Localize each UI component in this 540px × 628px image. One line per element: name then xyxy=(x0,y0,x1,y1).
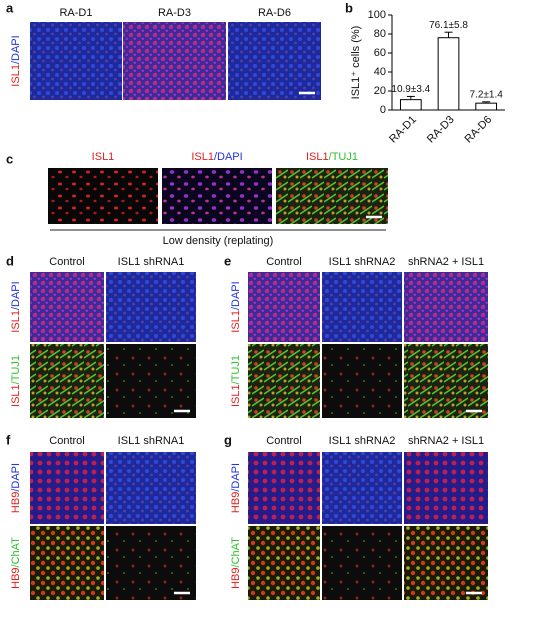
row-label-part: HB9 xyxy=(230,567,242,588)
micrograph xyxy=(248,272,320,342)
column-header: ISL1 xyxy=(92,151,115,163)
value-label: 76.1±5.8 xyxy=(429,20,468,31)
row-label: HB9/ChAT xyxy=(10,537,22,589)
micrograph xyxy=(404,344,488,418)
micrograph xyxy=(322,526,402,600)
row-label-part: /TUJ1 xyxy=(230,355,242,384)
row-label-part: /DAPI xyxy=(10,281,22,310)
row-label: HB9/DAPI xyxy=(230,463,242,513)
row-label-part: /DAPI xyxy=(10,35,22,64)
panel-letter: d xyxy=(6,253,14,268)
row-label: ISL1/TUJ1 xyxy=(10,355,22,407)
x-tick-label: RA-D3 xyxy=(425,114,457,146)
micrograph xyxy=(106,452,196,524)
micrograph xyxy=(30,526,104,600)
value-label: 7.2±1.4 xyxy=(470,89,504,100)
x-tick-label: RA-D1 xyxy=(387,114,419,146)
micrograph xyxy=(248,344,320,418)
micrograph xyxy=(106,526,196,600)
row-label-part: HB9 xyxy=(230,492,242,513)
column-header: shRNA2 + ISL1 xyxy=(408,256,484,268)
panel-letter: b xyxy=(345,0,353,15)
bar xyxy=(437,37,460,111)
row-label-part: /ChAT xyxy=(230,537,242,568)
row-label-part: ISL1 xyxy=(10,310,22,333)
panel-letter: e xyxy=(224,253,231,268)
column-header-part: ISL1 xyxy=(306,151,329,163)
micrograph xyxy=(162,168,272,224)
column-header: Control xyxy=(49,435,84,447)
row-label-part: ISL1 xyxy=(10,64,22,87)
micrograph xyxy=(322,344,402,418)
row-label: ISL1/DAPI xyxy=(10,35,22,86)
panel-letter: g xyxy=(224,432,232,447)
column-header: shRNA2 + ISL1 xyxy=(408,435,484,447)
y-tick-label: 20 xyxy=(374,85,386,97)
column-header: ISL1 shRNA1 xyxy=(118,256,185,268)
column-header: ISL1/DAPI xyxy=(191,151,242,163)
micrograph xyxy=(404,272,488,342)
bar xyxy=(399,99,422,111)
y-tick-label: 0 xyxy=(380,104,386,116)
micrograph xyxy=(322,272,402,342)
row-label-part: /DAPI xyxy=(10,463,22,492)
micrograph xyxy=(248,526,320,600)
row-label: ISL1/DAPI xyxy=(10,281,22,332)
column-header: Control xyxy=(49,256,84,268)
row-label: HB9/ChAT xyxy=(230,537,242,589)
micrograph xyxy=(30,22,122,100)
row-label: ISL1/DAPI xyxy=(230,281,242,332)
panel-letter: c xyxy=(6,151,13,166)
column-header: RA-D3 xyxy=(158,7,191,19)
row-label-part: /TUJ1 xyxy=(10,355,22,384)
row-label-part: HB9 xyxy=(10,492,22,513)
column-header: Control xyxy=(266,256,301,268)
y-tick-label: 100 xyxy=(368,9,386,21)
column-header: RA-D6 xyxy=(258,7,291,19)
column-header-part: ISL1 xyxy=(92,151,115,163)
micrograph xyxy=(123,22,226,100)
micrograph xyxy=(404,526,488,600)
panel-letter: a xyxy=(6,0,14,15)
row-label-part: ISL1 xyxy=(230,384,242,407)
column-header: ISL1 shRNA2 xyxy=(329,435,396,447)
panel-letter: f xyxy=(6,432,11,447)
column-header: ISL1 shRNA1 xyxy=(118,435,185,447)
y-tick-label: 40 xyxy=(374,66,386,78)
micrograph xyxy=(276,168,388,224)
bar xyxy=(475,102,498,111)
column-header-part: /TUJ1 xyxy=(329,151,358,163)
row-label-part: HB9 xyxy=(10,567,22,588)
column-header: ISL1/TUJ1 xyxy=(306,151,358,163)
y-axis-label: ISL1⁺ cells (%) xyxy=(350,26,362,100)
micrograph xyxy=(30,452,104,524)
column-header: ISL1 shRNA2 xyxy=(329,256,396,268)
column-header-part: ISL1 xyxy=(191,151,214,163)
micrograph xyxy=(30,272,104,342)
micrograph xyxy=(228,22,321,100)
row-label: HB9/DAPI xyxy=(10,463,22,513)
y-tick-label: 80 xyxy=(374,28,386,40)
micrograph xyxy=(248,452,320,524)
value-label: 10.9±3.4 xyxy=(391,84,430,95)
x-tick-label: RA-D6 xyxy=(463,114,495,146)
row-label-part: /DAPI xyxy=(230,463,242,492)
row-label: ISL1/TUJ1 xyxy=(230,355,242,407)
micrograph xyxy=(404,452,488,524)
micrograph xyxy=(322,452,402,524)
y-tick-label: 60 xyxy=(374,47,386,59)
row-label-part: ISL1 xyxy=(230,310,242,333)
column-header: RA-D1 xyxy=(59,7,92,19)
micrograph xyxy=(30,344,104,418)
micrograph xyxy=(106,272,196,342)
caption: Low density (replating) xyxy=(163,235,274,247)
micrograph xyxy=(106,344,196,418)
micrograph xyxy=(48,168,158,224)
column-header: Control xyxy=(266,435,301,447)
column-header-part: /DAPI xyxy=(214,151,243,163)
row-label-part: ISL1 xyxy=(10,384,22,407)
row-label-part: /DAPI xyxy=(230,281,242,310)
row-label-part: /ChAT xyxy=(10,537,22,568)
